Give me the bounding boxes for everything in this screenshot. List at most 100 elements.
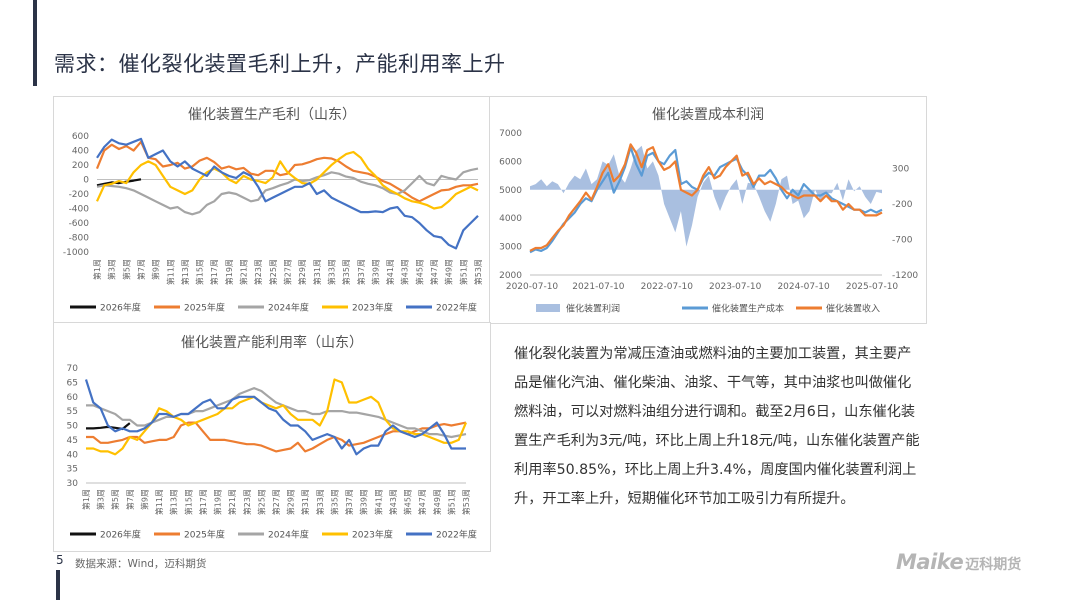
y-left-tick-label: 5000: [499, 186, 522, 196]
x-tick-label: 2021-07-10: [572, 282, 625, 292]
y-tick-label: 35: [67, 465, 78, 475]
x-tick-label: 第39周: [370, 259, 380, 285]
y-tick-label: -800: [69, 234, 90, 244]
x-tick-label: 第41周: [373, 489, 383, 515]
y-tick-label: 40: [67, 450, 79, 460]
y-tick-label: -1000: [63, 248, 89, 258]
x-tick-label: 第19周: [224, 259, 234, 285]
x-tick-label: 第29周: [286, 489, 296, 515]
legend-label: 催化装置收入: [826, 303, 880, 315]
series-line-2023: [95, 150, 479, 210]
x-tick-label: 第43周: [388, 489, 398, 515]
series-line-2025: [95, 140, 479, 203]
x-tick-label: 第45周: [414, 259, 424, 285]
y-tick-label: 600: [72, 132, 89, 142]
y-tick-label: -400: [69, 205, 90, 215]
cost-chart: 7000 6000 5000 4000 3000 2000 300 -200 -700 -1200…: [499, 129, 918, 315]
y-right-tick-label: -200: [892, 200, 913, 210]
legend-label: 催化装置利润: [566, 303, 620, 315]
x-tick-label: 第21周: [239, 259, 249, 285]
x-tick-label: 第51周: [446, 489, 456, 515]
x-tick-label: 2024-07-10: [777, 282, 830, 292]
x-tick-label: 第3周: [96, 489, 106, 510]
x-tick-label: 第33周: [315, 489, 325, 515]
y-tick-label: 200: [72, 161, 89, 171]
legend-swatch: [536, 304, 560, 312]
legend-label: 2025年度: [184, 529, 225, 541]
legend-label: 2022年度: [436, 302, 477, 314]
series-line-cost: [529, 146, 883, 254]
x-tick-label: 第37周: [356, 259, 366, 285]
x-tick-label: 第35周: [341, 259, 351, 285]
description-text: 催化裂化装置为常减压渣油或燃料油的主要加工装置，其主要产品是催化汽油、催化柴油、…: [514, 346, 920, 507]
series-line-2024: [96, 167, 479, 216]
legend-label: 2023年度: [352, 529, 393, 541]
y-right-tick-label: -700: [892, 236, 913, 246]
legend-label: 催化装置生产成本: [712, 303, 784, 315]
x-tick-label: 第43周: [400, 259, 410, 285]
x-tick-label: 第3周: [107, 259, 117, 280]
y-left-tick-label: 2000: [499, 271, 522, 281]
y-tick-label: -200: [69, 190, 90, 200]
x-tick-label: 第33周: [326, 259, 336, 285]
x-tick-label: 第15周: [195, 259, 205, 285]
x-tick-label: 2022-07-10: [641, 282, 694, 292]
x-tick-label: 第37周: [344, 489, 354, 515]
x-tick-label: 第17周: [209, 259, 219, 285]
margin-chart-panel: 催化装置生产毛利（山东） 600 400 200 0 -200 -400 -600 -800 -…: [53, 96, 491, 324]
x-tick-label: 第11周: [154, 489, 164, 515]
x-tick-label: 2025-07-10: [846, 282, 899, 292]
page-number: 5: [56, 553, 64, 567]
x-tick-label: 第25周: [256, 489, 266, 515]
x-tick-label: 第1周: [92, 259, 102, 280]
x-tick-label: 第21周: [227, 489, 237, 515]
x-tick-label: 第53周: [473, 259, 483, 285]
page-title: 需求：催化裂化装置毛利上升，产能利用率上升: [54, 52, 506, 76]
legend-label: 2022年度: [436, 529, 477, 541]
logo-latin: Maike: [896, 550, 964, 574]
cost-chart-title: 催化装置成本利润: [652, 107, 764, 123]
legend-label: 2026年度: [100, 529, 141, 541]
y-tick-label: 65: [67, 378, 78, 388]
y-tick-label: -600: [69, 219, 90, 229]
x-tick-label: 第35周: [329, 489, 339, 515]
y-tick-label: 30: [67, 479, 79, 489]
x-tick-label: 第49周: [432, 489, 442, 515]
y-tick-label: 55: [67, 407, 78, 417]
y-tick-label: 70: [67, 364, 79, 374]
legend-label: 2026年度: [100, 302, 141, 314]
utilization-chart-panel: 催化装置产能利用率（山东） 70 65 60 55 50 45 40 35 30 第1周 第3周 第5…: [53, 322, 491, 552]
y-left-tick-label: 3000: [499, 243, 522, 253]
series-line-2025: [86, 421, 467, 453]
series-line-2026: [96, 178, 142, 187]
y-left-tick-label: 6000: [499, 157, 522, 167]
x-tick-label: 第23周: [242, 489, 252, 515]
y-right-tick-label: -1200: [892, 271, 918, 281]
utilization-chart-title: 催化装置产能利用率（山东）: [181, 335, 363, 351]
x-tick-label: 第5周: [121, 259, 131, 280]
source-note: 数据来源：Wind，迈科期货: [75, 558, 207, 570]
x-tick-label: 第19周: [213, 489, 223, 515]
y-tick-label: 50: [67, 422, 79, 432]
legend-label: 2025年度: [184, 302, 225, 314]
legend-label: 2023年度: [352, 302, 393, 314]
x-tick-label: 第5周: [110, 489, 120, 510]
company-logo: Maike 迈科期货: [896, 550, 1021, 574]
x-tick-label: 第23周: [253, 259, 263, 285]
x-tick-label: 2023-07-10: [709, 282, 762, 292]
x-tick-label: 第41周: [385, 259, 395, 285]
series-line-revenue: [529, 143, 883, 252]
x-tick-label: 第49周: [444, 259, 454, 285]
x-tick-label: 第31周: [312, 259, 322, 285]
x-tick-label: 第47周: [429, 259, 439, 285]
x-tick-label: 第51周: [458, 259, 468, 285]
x-tick-label: 第9周: [151, 259, 161, 280]
y-tick-label: 0: [83, 176, 89, 186]
x-tick-label: 第17周: [198, 489, 208, 515]
x-tick-label: 第13周: [180, 259, 190, 285]
series-line-2023: [86, 378, 468, 456]
x-tick-label: 第31周: [300, 489, 310, 515]
y-tick-label: 60: [67, 393, 79, 403]
y-tick-label: 45: [67, 436, 78, 446]
